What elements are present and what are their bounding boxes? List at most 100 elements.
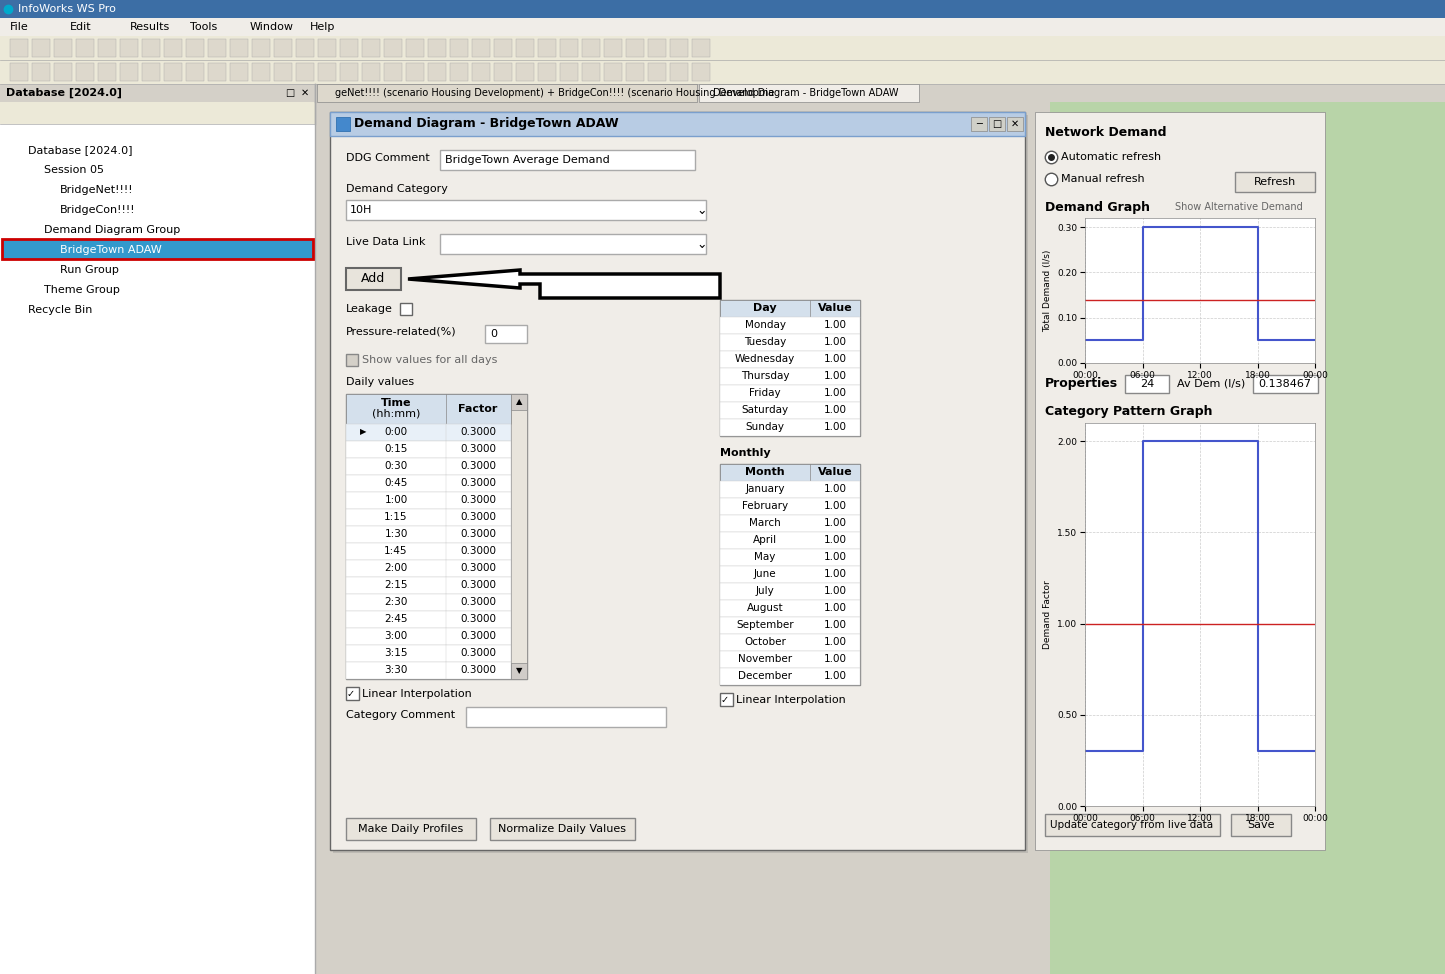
Text: 0.3000: 0.3000 <box>460 461 496 471</box>
FancyBboxPatch shape <box>329 112 1025 850</box>
Polygon shape <box>407 270 720 298</box>
Text: Show values for all days: Show values for all days <box>363 355 497 365</box>
FancyBboxPatch shape <box>1126 375 1169 393</box>
Text: Make Daily Profiles: Make Daily Profiles <box>358 824 464 834</box>
Text: February: February <box>741 501 788 511</box>
FancyBboxPatch shape <box>512 663 527 679</box>
FancyBboxPatch shape <box>345 662 512 679</box>
Text: 0.3000: 0.3000 <box>460 580 496 590</box>
Text: 1.00: 1.00 <box>824 337 847 347</box>
FancyBboxPatch shape <box>670 63 688 81</box>
FancyBboxPatch shape <box>486 325 527 343</box>
Text: November: November <box>738 654 792 664</box>
FancyBboxPatch shape <box>1253 375 1318 393</box>
Text: 3:00: 3:00 <box>384 631 407 641</box>
Text: 1.00: 1.00 <box>824 535 847 545</box>
FancyBboxPatch shape <box>428 39 447 57</box>
FancyBboxPatch shape <box>296 63 314 81</box>
Text: 0.3000: 0.3000 <box>460 546 496 556</box>
FancyBboxPatch shape <box>626 63 644 81</box>
FancyBboxPatch shape <box>315 84 1445 102</box>
Text: March: March <box>749 518 780 528</box>
FancyBboxPatch shape <box>720 515 860 532</box>
FancyBboxPatch shape <box>720 385 860 402</box>
FancyBboxPatch shape <box>318 63 337 81</box>
FancyBboxPatch shape <box>10 63 27 81</box>
Text: Normalize Daily Values: Normalize Daily Values <box>499 824 626 834</box>
FancyBboxPatch shape <box>439 234 707 254</box>
Text: 1.00: 1.00 <box>824 603 847 613</box>
FancyBboxPatch shape <box>345 441 512 458</box>
FancyBboxPatch shape <box>186 63 204 81</box>
FancyBboxPatch shape <box>490 818 634 840</box>
Text: 0.3000: 0.3000 <box>460 427 496 437</box>
Text: 1.00: 1.00 <box>824 422 847 432</box>
FancyBboxPatch shape <box>275 39 292 57</box>
FancyBboxPatch shape <box>720 402 860 419</box>
FancyBboxPatch shape <box>561 63 578 81</box>
FancyBboxPatch shape <box>77 39 94 57</box>
FancyBboxPatch shape <box>720 566 860 583</box>
Text: 0:30: 0:30 <box>384 461 407 471</box>
Text: DDG Comment: DDG Comment <box>345 153 429 163</box>
FancyBboxPatch shape <box>332 115 1027 853</box>
FancyBboxPatch shape <box>720 351 860 368</box>
Text: 2:00: 2:00 <box>384 563 407 573</box>
Text: □: □ <box>285 88 295 98</box>
Text: BridgeNet!!!!: BridgeNet!!!! <box>61 185 133 195</box>
Y-axis label: Demand Factor: Demand Factor <box>1043 581 1052 649</box>
Text: Time: Time <box>380 398 412 408</box>
Text: Theme Group: Theme Group <box>43 285 120 295</box>
Text: 3:15: 3:15 <box>384 648 407 658</box>
Text: ✓: ✓ <box>347 689 355 699</box>
Text: Database [2024.0]: Database [2024.0] <box>27 145 133 155</box>
FancyBboxPatch shape <box>98 63 116 81</box>
FancyBboxPatch shape <box>0 102 315 124</box>
Text: Linear Interpolation: Linear Interpolation <box>363 689 471 699</box>
FancyBboxPatch shape <box>53 39 72 57</box>
FancyBboxPatch shape <box>345 200 707 220</box>
Y-axis label: Total Demand (l/s): Total Demand (l/s) <box>1043 249 1052 332</box>
FancyBboxPatch shape <box>604 39 621 57</box>
Text: Properties: Properties <box>1045 377 1118 390</box>
Text: ▶: ▶ <box>360 428 367 436</box>
FancyBboxPatch shape <box>316 84 696 102</box>
Text: May: May <box>754 552 776 562</box>
FancyBboxPatch shape <box>988 117 1006 131</box>
Text: BridgeCon!!!!: BridgeCon!!!! <box>61 205 136 215</box>
FancyBboxPatch shape <box>10 39 27 57</box>
Text: Network Demand: Network Demand <box>1045 127 1166 139</box>
FancyBboxPatch shape <box>1 239 314 259</box>
Text: 1.00: 1.00 <box>824 388 847 398</box>
FancyBboxPatch shape <box>363 63 380 81</box>
FancyBboxPatch shape <box>363 39 380 57</box>
FancyBboxPatch shape <box>1231 814 1290 836</box>
FancyBboxPatch shape <box>345 526 512 543</box>
Text: File: File <box>10 22 29 32</box>
Text: 0.3000: 0.3000 <box>460 512 496 522</box>
FancyBboxPatch shape <box>384 63 402 81</box>
Text: 1.00: 1.00 <box>824 654 847 664</box>
FancyBboxPatch shape <box>494 39 512 57</box>
FancyBboxPatch shape <box>720 464 860 685</box>
Text: August: August <box>747 603 783 613</box>
FancyBboxPatch shape <box>720 634 860 651</box>
FancyBboxPatch shape <box>318 39 337 57</box>
FancyBboxPatch shape <box>720 693 733 706</box>
Text: December: December <box>738 671 792 681</box>
FancyBboxPatch shape <box>230 63 249 81</box>
FancyBboxPatch shape <box>0 18 1445 36</box>
FancyBboxPatch shape <box>345 458 512 475</box>
Text: Monday: Monday <box>744 320 786 330</box>
Text: Manual refresh: Manual refresh <box>1061 174 1144 184</box>
Text: 1:15: 1:15 <box>384 512 407 522</box>
FancyBboxPatch shape <box>720 668 860 685</box>
FancyBboxPatch shape <box>473 39 490 57</box>
Text: 0: 0 <box>490 329 497 339</box>
Text: 1.00: 1.00 <box>824 405 847 415</box>
Text: 0.3000: 0.3000 <box>460 563 496 573</box>
FancyBboxPatch shape <box>0 84 315 102</box>
Text: 1.00: 1.00 <box>824 501 847 511</box>
Text: 1.00: 1.00 <box>824 586 847 596</box>
Text: October: October <box>744 637 786 647</box>
